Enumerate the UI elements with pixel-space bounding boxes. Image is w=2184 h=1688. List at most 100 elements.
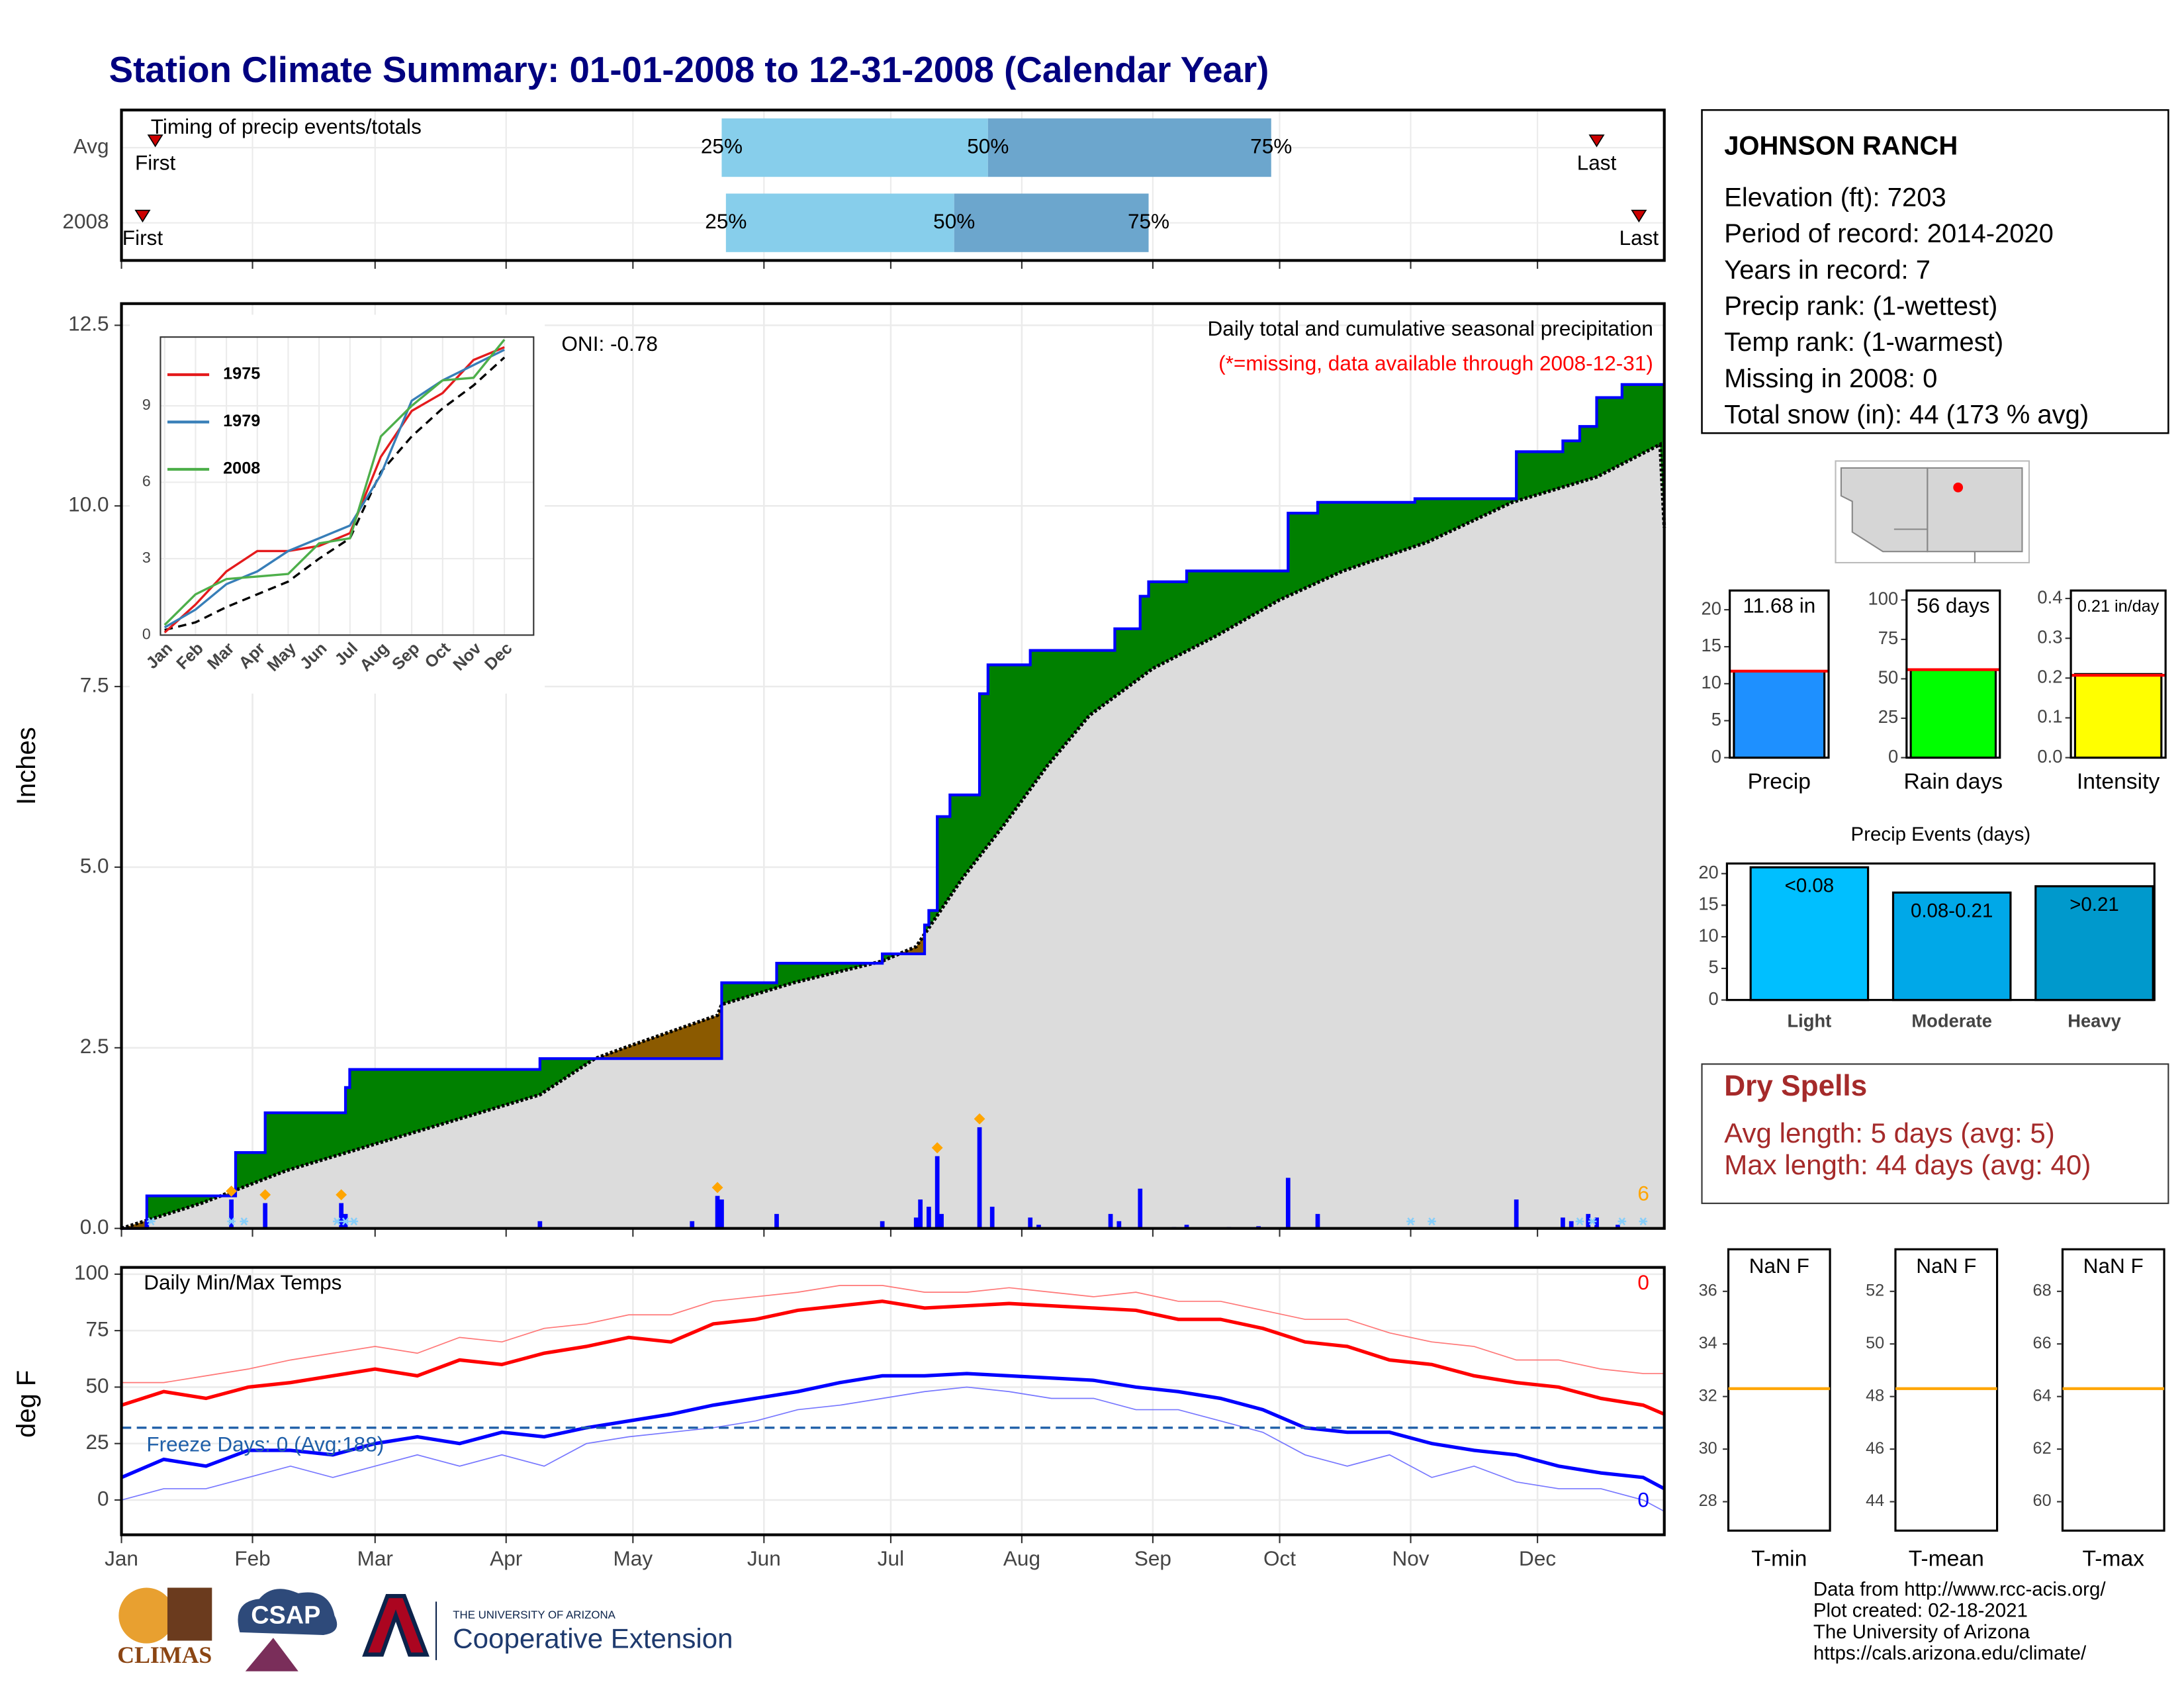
value-label: NaN F xyxy=(2083,1254,2144,1278)
temp-line xyxy=(120,1372,1665,1491)
category-label: Avg xyxy=(73,134,109,158)
y-tick-label: 0 xyxy=(1709,988,1719,1009)
snow-marker xyxy=(1639,1217,1648,1226)
daily-bar xyxy=(1285,1178,1291,1229)
category-label: T-mean xyxy=(1909,1546,1984,1571)
y-tick-label: 32 xyxy=(1699,1386,1717,1405)
map-state xyxy=(1927,467,2023,553)
daily-bar xyxy=(977,1127,982,1229)
bin-label: >0.21 xyxy=(2070,894,2119,915)
climas-logo xyxy=(118,1587,175,1644)
climas-logo xyxy=(167,1587,212,1641)
daily-bar xyxy=(880,1221,885,1229)
daily-bar xyxy=(913,1217,919,1229)
daily-bar xyxy=(1184,1225,1189,1229)
panel-title: Timing of precip events/totals xyxy=(151,115,422,138)
snow-marker xyxy=(349,1217,359,1226)
station-line: Temp rank: (1-warmest) xyxy=(1724,328,2003,357)
daily-bar xyxy=(1315,1213,1320,1229)
y-tick-label: 0 xyxy=(1888,746,1898,767)
x-tick-label: Jan xyxy=(105,1546,138,1570)
y-tick-label: 75 xyxy=(1878,628,1898,648)
station-name: JOHNSON RANCH xyxy=(1724,132,1958,161)
x-tick-label: Feb xyxy=(234,1546,270,1570)
daily-bar xyxy=(715,1196,720,1229)
percent-label: 75% xyxy=(1128,209,1169,233)
daily-bar xyxy=(339,1203,344,1229)
station-line: Missing in 2008: 0 xyxy=(1724,364,1937,393)
y-tick-label: 0.1 xyxy=(2037,706,2062,727)
x-tick-label: Jul xyxy=(878,1546,904,1570)
y-tick-label: 5 xyxy=(1711,709,1721,729)
category-label: T-max xyxy=(2083,1546,2145,1571)
logo-text: Cooperative Extension xyxy=(453,1623,733,1654)
y-tick-label: 64 xyxy=(2033,1386,2052,1405)
daily-bar xyxy=(1615,1225,1620,1229)
average-area xyxy=(121,444,1664,1229)
y-tick-label: 68 xyxy=(2033,1281,2052,1299)
bar xyxy=(2073,673,2163,759)
legend-label: 1975 xyxy=(223,365,260,383)
y-tick-label: 60 xyxy=(2033,1491,2052,1510)
y-tick-label: 25 xyxy=(1878,706,1898,727)
daily-bar xyxy=(927,1206,931,1229)
bar-frame xyxy=(2070,589,2167,759)
note: (*=missing, data available through 2008-… xyxy=(1218,352,1653,375)
logo-text: CLIMAS xyxy=(117,1642,212,1668)
y-tick-label: 0 xyxy=(142,626,151,643)
y-tick-label: 66 xyxy=(2033,1334,2052,1352)
category-label: 2008 xyxy=(62,209,109,233)
bar xyxy=(1733,670,1826,759)
logo-text: CSAP xyxy=(251,1602,320,1630)
marker-label: First xyxy=(122,226,163,250)
y-tick-label: 0.4 xyxy=(2037,586,2062,607)
average-line xyxy=(120,442,1666,1231)
credit-line: Plot created: 02-18-2021 xyxy=(1813,1600,2028,1622)
marker-label: Last xyxy=(1619,226,1659,250)
daily-bar xyxy=(1028,1217,1033,1229)
min-count: 0 xyxy=(1637,1487,1649,1511)
annotation: Daily total and cumulative seasonal prec… xyxy=(1208,316,1653,340)
timing-bar xyxy=(987,118,1271,177)
freeze-label: Freeze Days: 0 (Avg:188) xyxy=(146,1432,384,1456)
value-label: NaN F xyxy=(1916,1254,1976,1278)
x-tick-label: Jun xyxy=(747,1546,781,1570)
station-line: Total snow (in): 44 (173 % avg) xyxy=(1724,400,2089,430)
panel-frame xyxy=(120,1266,1666,1536)
y-tick-label: 0.0 xyxy=(2037,746,2062,767)
snow-marker xyxy=(1588,1217,1597,1226)
bin-label: <0.08 xyxy=(1785,874,1835,896)
timing-bar xyxy=(954,193,1149,252)
x-tick-label: Apr xyxy=(490,1546,522,1570)
logos: CLIMAS CSAP THE UNIVERSITY OF ARIZONA Co… xyxy=(117,1587,733,1671)
bar-frame xyxy=(1725,862,2156,1002)
station-line: Precip rank: (1-wettest) xyxy=(1724,292,1997,321)
map-border xyxy=(1893,528,1976,563)
panel-frame xyxy=(120,109,1666,262)
panel-title: Precip Events (days) xyxy=(1851,823,2031,845)
station-line: Period of record: 2014-2020 xyxy=(1724,219,2054,248)
daily-bar xyxy=(1108,1213,1113,1229)
daily-bar xyxy=(1586,1213,1591,1229)
locator-map xyxy=(1835,460,2030,564)
percent-label: 75% xyxy=(1250,134,1292,158)
legend-label: 2008 xyxy=(223,459,260,478)
daily-bar xyxy=(1116,1221,1122,1229)
flag-marker xyxy=(931,1142,943,1154)
bar-frame xyxy=(1729,589,1830,759)
daily-bar xyxy=(537,1221,543,1229)
daily-bar xyxy=(939,1213,944,1229)
snow-marker xyxy=(1428,1217,1436,1226)
credit-line: Data from http://www.rcc-acis.org/ xyxy=(1813,1579,2106,1601)
category-label: Intensity xyxy=(2077,769,2160,794)
snow-marker xyxy=(1575,1217,1584,1226)
category-label: T-min xyxy=(1751,1546,1807,1571)
daily-bar xyxy=(719,1199,724,1229)
dry-spells-box xyxy=(1701,1063,2169,1204)
marker-label: First xyxy=(135,151,176,175)
y-axis-title: Inches xyxy=(12,727,41,805)
csap-logo xyxy=(238,1589,338,1636)
x-tick-label: Oct xyxy=(1263,1546,1296,1570)
y-tick-label: 12.5 xyxy=(68,312,109,336)
x-tick-label: Sep xyxy=(1134,1546,1171,1570)
